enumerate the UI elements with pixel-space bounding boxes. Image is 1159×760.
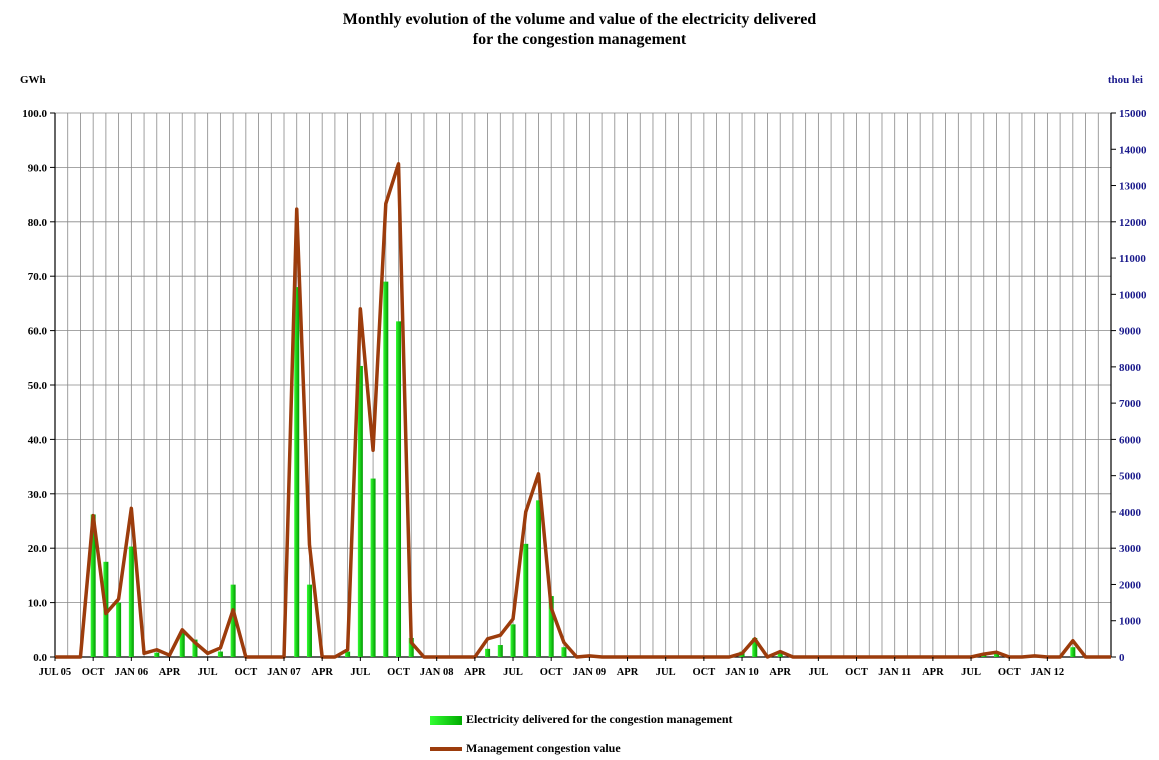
x-tick-label: OCT bbox=[845, 667, 868, 678]
bar bbox=[535, 500, 541, 657]
x-tick-label: APR bbox=[769, 667, 791, 678]
bar bbox=[408, 637, 414, 657]
left-tick-label: 40.0 bbox=[28, 434, 48, 446]
bar bbox=[90, 514, 96, 657]
right-tick-label: 11000 bbox=[1119, 253, 1146, 265]
x-tick-label: OCT bbox=[540, 667, 563, 678]
right-tick-label: 10000 bbox=[1119, 289, 1147, 301]
x-tick-label: JUL bbox=[656, 667, 676, 678]
right-tick-label: 1000 bbox=[1119, 616, 1142, 628]
legend-line-entry: Management congestion value bbox=[430, 741, 621, 756]
left-tick-label: 10.0 bbox=[28, 598, 48, 610]
bar bbox=[396, 321, 402, 657]
right-tick-label: 4000 bbox=[1119, 507, 1142, 519]
bar bbox=[192, 639, 198, 657]
bar bbox=[128, 546, 134, 657]
x-tick-label: OCT bbox=[82, 667, 105, 678]
chart-plot: 0.0 10.0 20.0 30.0 40.0 50.0 60.0 70.0 80.0 90.0 1… bbox=[22, 108, 1147, 678]
bar bbox=[523, 543, 529, 657]
bar bbox=[230, 584, 236, 657]
x-tick-label: APR bbox=[464, 667, 486, 678]
x-tick-label: JUL bbox=[961, 667, 981, 678]
bar bbox=[179, 632, 185, 657]
x-tick-label: JAN 08 bbox=[420, 667, 454, 678]
x-tick-label: OCT bbox=[692, 667, 715, 678]
legend-bar-entry: Electricity delivered for the congestion… bbox=[430, 712, 733, 727]
x-tick-label: JUL 05 bbox=[39, 667, 71, 678]
bar bbox=[561, 647, 567, 657]
x-tick-label: JAN 11 bbox=[878, 667, 911, 678]
bar bbox=[752, 637, 758, 657]
x-tick-label: APR bbox=[922, 667, 944, 678]
bar bbox=[306, 584, 312, 657]
left-tick-label: 50.0 bbox=[28, 380, 48, 392]
right-tick-label: 15000 bbox=[1119, 108, 1147, 120]
x-tick-label: JAN 12 bbox=[1031, 667, 1065, 678]
right-tick-label: 9000 bbox=[1119, 326, 1142, 338]
x-tick-label: JUL bbox=[808, 667, 828, 678]
x-tick-label: JAN 10 bbox=[725, 667, 759, 678]
bar bbox=[345, 651, 351, 657]
legend-line-swatch bbox=[430, 747, 462, 752]
right-tick-label: 6000 bbox=[1119, 434, 1142, 446]
bar bbox=[383, 281, 389, 657]
left-tick-label: 100.0 bbox=[22, 108, 47, 120]
bar bbox=[357, 365, 363, 657]
left-axis-unit: GWh bbox=[20, 74, 46, 86]
bar bbox=[370, 478, 376, 657]
bar bbox=[485, 648, 491, 657]
right-axis-unit: thou lei bbox=[1107, 74, 1143, 86]
legend-bar-swatch bbox=[430, 715, 462, 725]
x-tick-label: JAN 06 bbox=[115, 667, 149, 678]
left-tick-label: 20.0 bbox=[28, 543, 48, 555]
bar bbox=[1070, 647, 1076, 657]
bar bbox=[548, 596, 554, 657]
left-tick-label: 90.0 bbox=[28, 162, 48, 174]
left-tick-label: 70.0 bbox=[28, 271, 48, 283]
x-tick-label: OCT bbox=[998, 667, 1021, 678]
right-tick-label: 12000 bbox=[1119, 217, 1147, 229]
left-tick-label: 30.0 bbox=[28, 489, 48, 501]
right-tick-label: 13000 bbox=[1119, 181, 1147, 193]
x-tick-label: JUL bbox=[350, 667, 370, 678]
x-tick-label: APR bbox=[159, 667, 181, 678]
x-tick-label: OCT bbox=[234, 667, 257, 678]
x-tick-label: JAN 07 bbox=[267, 667, 301, 678]
x-tick-label: APR bbox=[617, 667, 639, 678]
legend-bar-label: Electricity delivered for the congestion… bbox=[466, 712, 733, 726]
right-tick-label: 7000 bbox=[1119, 398, 1142, 410]
left-tick-label: 60.0 bbox=[28, 326, 48, 338]
bar bbox=[777, 652, 783, 657]
chart-title: Monthly evolution of the volume and valu… bbox=[0, 10, 1159, 50]
chart-title-line2: for the congestion management bbox=[472, 31, 687, 48]
right-tick-label: 14000 bbox=[1119, 144, 1147, 156]
bar bbox=[497, 645, 503, 657]
right-tick-label: 2000 bbox=[1119, 579, 1142, 591]
chart-title-line1: Monthly evolution of the volume and valu… bbox=[342, 11, 817, 28]
bar bbox=[510, 624, 516, 657]
right-tick-label: 5000 bbox=[1119, 471, 1142, 483]
bar bbox=[116, 602, 122, 657]
left-tick-label: 80.0 bbox=[28, 217, 48, 229]
x-tick-label: JUL bbox=[198, 667, 218, 678]
left-tick-label: 0.0 bbox=[33, 652, 47, 664]
x-tick-label: JUL bbox=[503, 667, 523, 678]
bar bbox=[154, 652, 160, 657]
right-tick-label: 0 bbox=[1119, 652, 1125, 664]
x-tick-label: JAN 09 bbox=[573, 667, 607, 678]
x-tick-label: APR bbox=[311, 667, 333, 678]
bar bbox=[217, 651, 223, 657]
right-tick-label: 3000 bbox=[1119, 543, 1142, 555]
series-line bbox=[55, 162, 1111, 659]
legend-line-label: Management congestion value bbox=[466, 741, 621, 755]
right-tick-label: 8000 bbox=[1119, 362, 1142, 374]
bar bbox=[993, 652, 999, 657]
bar bbox=[294, 287, 300, 657]
x-tick-label: OCT bbox=[387, 667, 410, 678]
